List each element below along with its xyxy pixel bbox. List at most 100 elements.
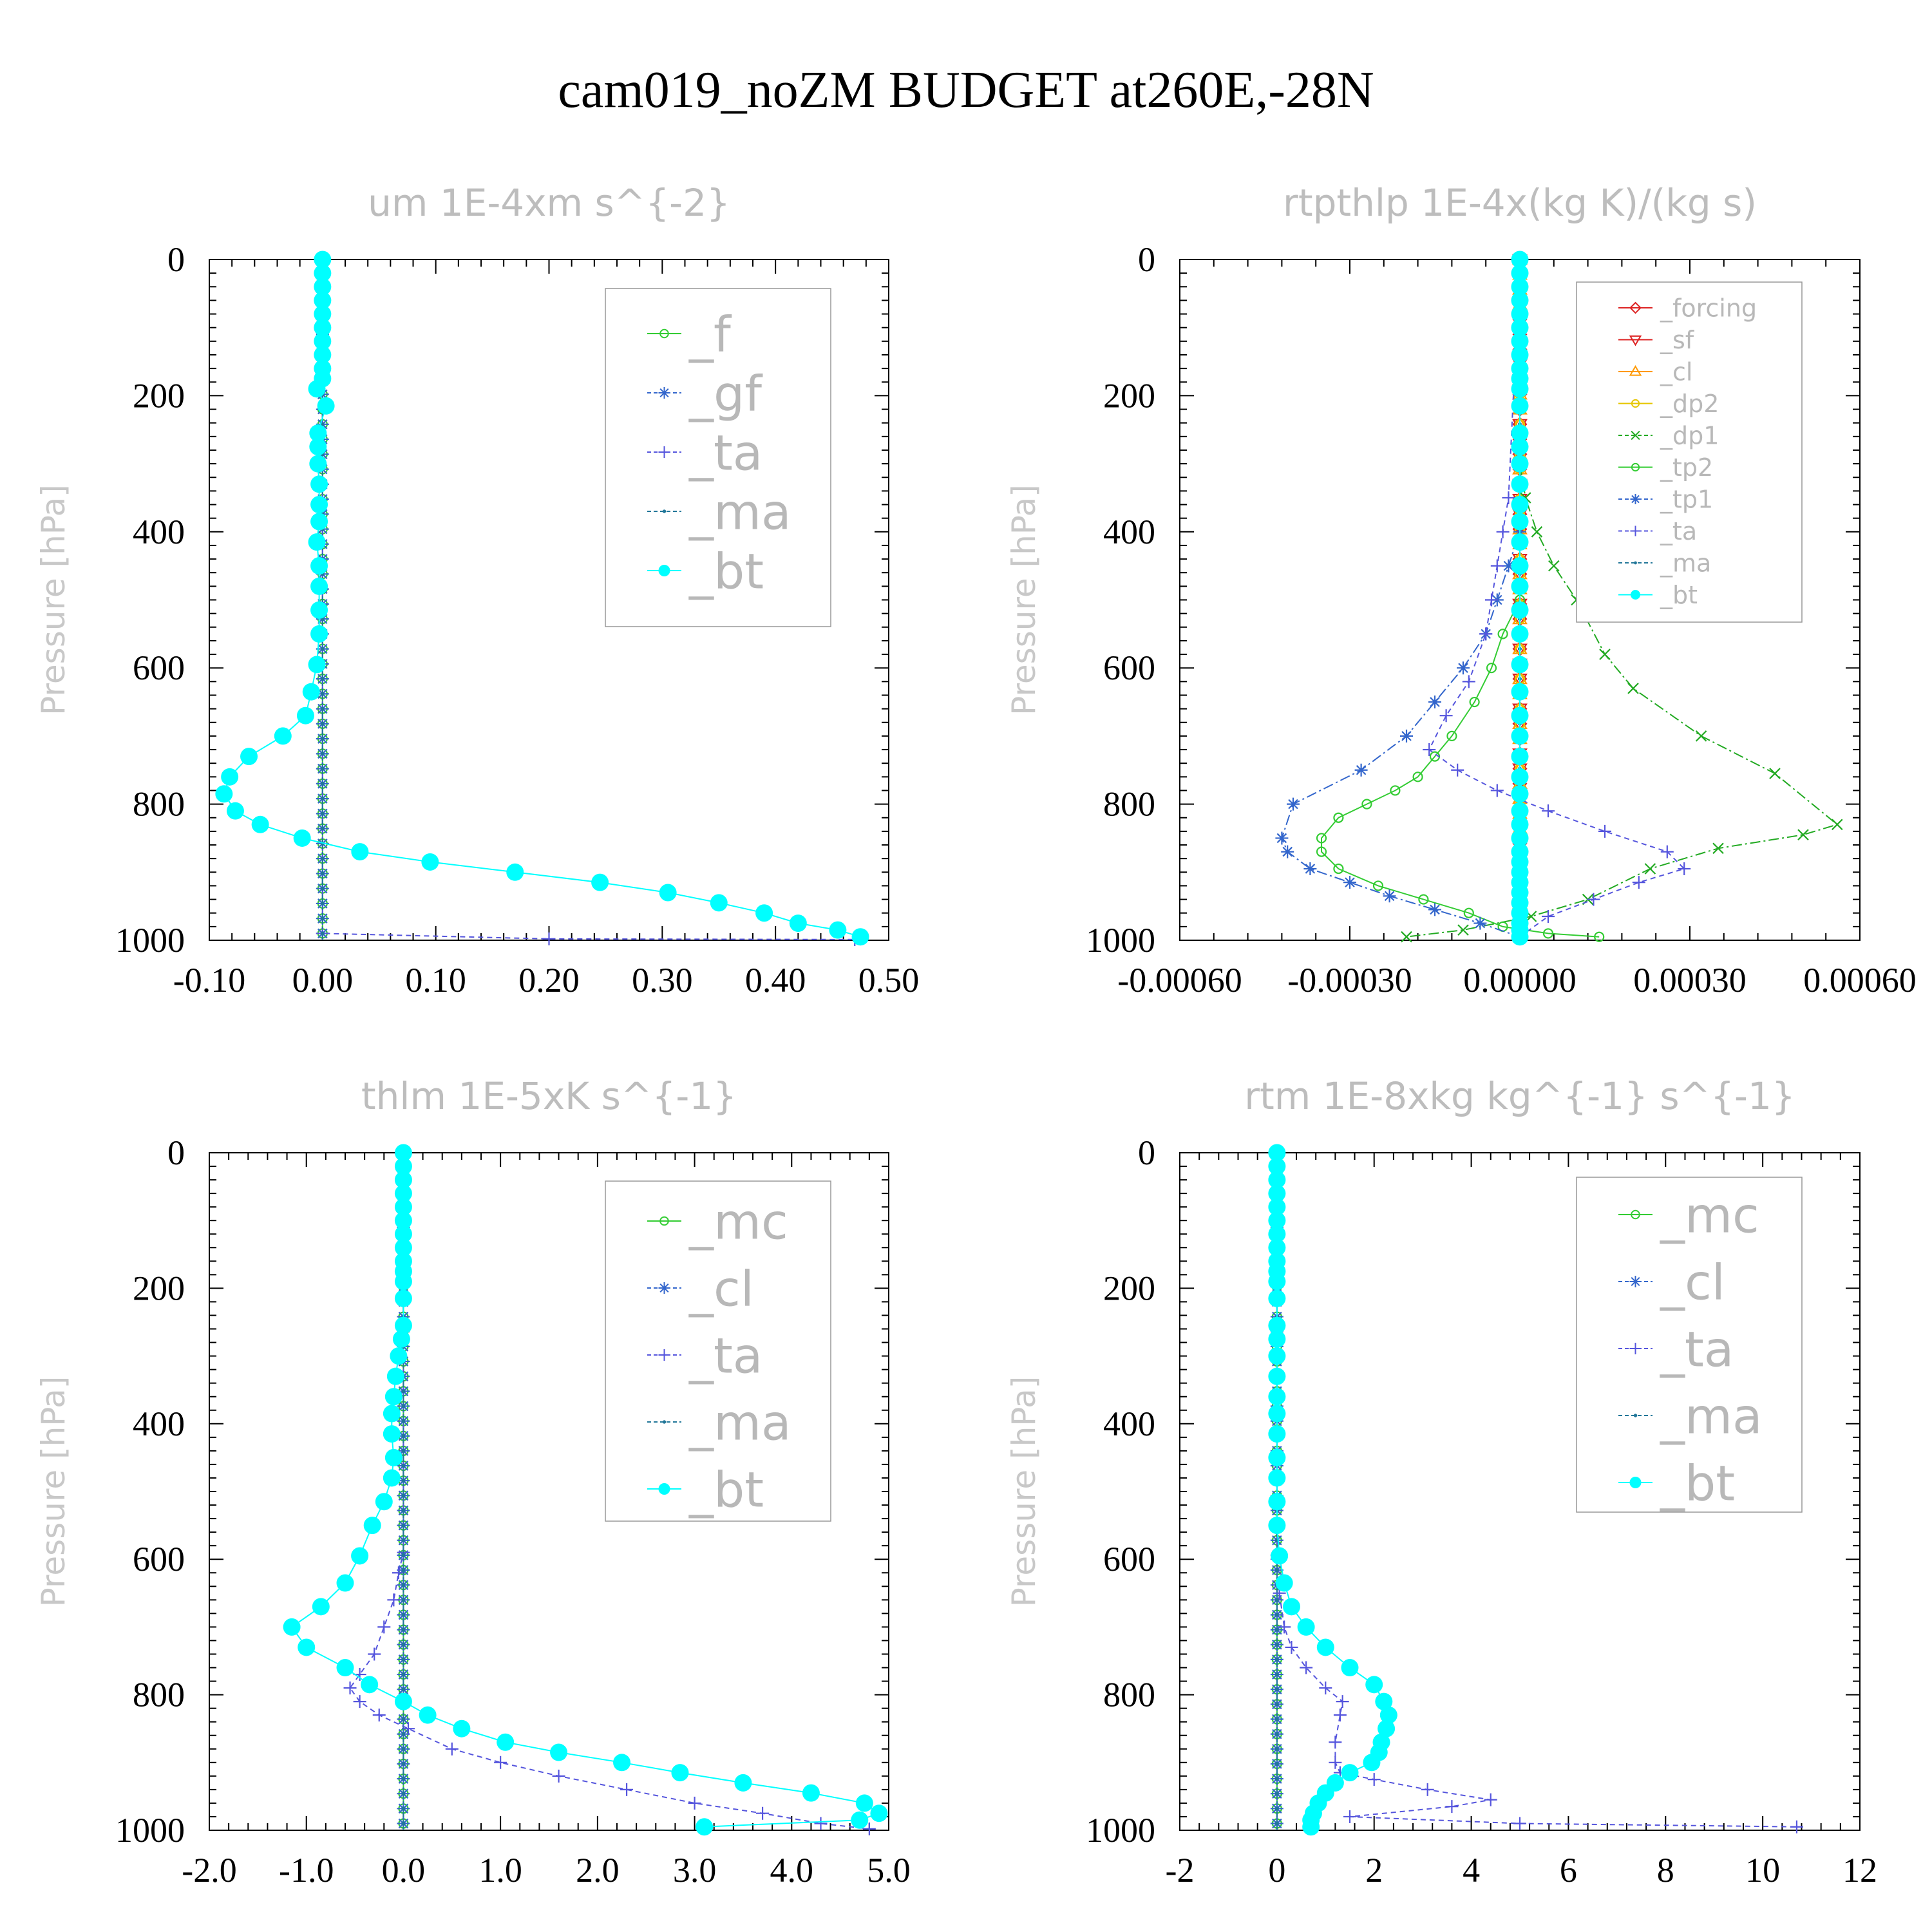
x-tick-label: 5.0 xyxy=(867,1851,911,1889)
legend: _mc _cl _ta _ma _bt xyxy=(605,1180,831,1522)
data-point xyxy=(283,1618,301,1636)
legend-marker xyxy=(659,1216,669,1226)
data-point xyxy=(1511,424,1529,442)
data-point xyxy=(251,815,269,833)
data-point xyxy=(221,768,239,786)
y-tick-label: 800 xyxy=(133,1676,185,1714)
data-point xyxy=(1316,1638,1334,1656)
data-point xyxy=(384,1388,402,1406)
data-point xyxy=(789,914,807,933)
data-point xyxy=(401,1448,406,1453)
legend-label: _ma xyxy=(688,483,791,540)
data-point xyxy=(309,438,327,456)
data-point xyxy=(1511,601,1529,619)
x-tick-label: -2.0 xyxy=(182,1851,236,1889)
data-point xyxy=(1329,1756,1342,1769)
legend-label: _cl xyxy=(1660,1253,1725,1311)
data-point xyxy=(320,797,325,801)
data-point xyxy=(1367,1773,1381,1786)
x-tick-label: 0 xyxy=(1268,1851,1285,1889)
legend-label: _bt xyxy=(1660,1454,1735,1511)
series-tp2 xyxy=(1316,254,1605,942)
data-point xyxy=(1278,1620,1291,1634)
legend-marker xyxy=(1629,301,1642,314)
y-tick-label: 800 xyxy=(1103,1676,1155,1714)
data-point xyxy=(1285,1640,1298,1654)
data-point xyxy=(620,1783,634,1796)
legend-marker xyxy=(1631,590,1640,600)
data-point xyxy=(1511,557,1529,575)
data-point xyxy=(310,577,328,595)
data-point xyxy=(1341,1764,1359,1782)
data-point xyxy=(1511,727,1529,745)
data-point xyxy=(401,1732,406,1736)
data-point xyxy=(1268,1289,1286,1307)
data-point xyxy=(1511,513,1529,531)
legend-label: _gf xyxy=(688,365,763,422)
y-tick-label: 200 xyxy=(1103,1269,1155,1307)
data-point xyxy=(1695,730,1707,742)
data-point xyxy=(453,1719,471,1738)
x-tick-label: 0.00 xyxy=(292,961,354,999)
data-point xyxy=(1496,525,1510,538)
data-point xyxy=(1274,1821,1279,1826)
panel-rtpthlp: 0 200 400 600 800 1000-0.00060 -0.00030 0.00000… xyxy=(1005,181,1917,999)
data-point xyxy=(314,251,332,269)
data-point xyxy=(814,1817,828,1830)
data-point xyxy=(320,737,325,741)
data-point xyxy=(1479,627,1493,641)
data-point xyxy=(1383,889,1396,903)
x-tick-label: 0.0 xyxy=(382,1851,426,1889)
data-point xyxy=(1268,1517,1286,1535)
x-tick-label: 0.30 xyxy=(632,961,693,999)
data-point xyxy=(1274,1642,1279,1647)
panel-rtm: 0 200 400 600 800 1000 -2 0 2 4 6 8 10 12 rtm 1E-8xkg … xyxy=(1005,1074,1877,1889)
data-point xyxy=(421,853,439,871)
panel-um: 0 200 400 600 800 1000-0.10 0.00 0.10 0.20 0.30 0.… xyxy=(35,181,919,999)
legend-box xyxy=(605,288,831,627)
data-point xyxy=(1587,893,1600,906)
data-point xyxy=(361,1676,379,1694)
data-point xyxy=(1511,264,1529,282)
y-tick-label: 600 xyxy=(1103,649,1155,687)
data-point xyxy=(1511,380,1529,398)
data-point xyxy=(1274,1613,1279,1617)
legend-label: _cl xyxy=(688,1260,754,1317)
y-tick-label: 0 xyxy=(1138,1133,1155,1172)
data-point xyxy=(1268,1273,1286,1291)
data-point xyxy=(401,1434,406,1438)
data-point xyxy=(1274,1627,1279,1632)
y-tick-label: 600 xyxy=(1103,1540,1155,1578)
data-point xyxy=(710,894,728,912)
x-tick-label: 2 xyxy=(1365,1851,1383,1889)
y-tick-label: 1000 xyxy=(115,921,185,960)
data-point xyxy=(1428,696,1441,709)
data-point xyxy=(1463,907,1474,918)
data-point xyxy=(1598,824,1611,838)
data-point xyxy=(1769,768,1781,779)
legend-marker xyxy=(1630,494,1641,504)
data-point xyxy=(401,1761,406,1766)
data-point xyxy=(1712,842,1724,855)
data-point xyxy=(1329,1736,1342,1749)
series-line xyxy=(1281,260,1520,938)
legend-marker xyxy=(658,1282,670,1294)
data-point xyxy=(1594,931,1605,942)
legend: _forcing _sf _cl _dp2 _dp1 _tp2 _tp1 _ta _ma _bt xyxy=(1576,281,1803,623)
data-point xyxy=(401,1553,406,1557)
data-point xyxy=(1486,663,1497,674)
x-tick-label: 12 xyxy=(1842,1851,1877,1889)
data-point xyxy=(1511,683,1529,701)
y-tick-label: 400 xyxy=(1103,1405,1155,1443)
data-point xyxy=(1678,862,1691,876)
legend-label: _ma xyxy=(688,1394,791,1451)
data-point xyxy=(1511,291,1529,309)
data-point xyxy=(1274,1792,1279,1796)
data-point xyxy=(309,424,327,442)
legend-marker xyxy=(658,1349,670,1361)
y-tick-label: 1000 xyxy=(115,1811,185,1850)
data-point xyxy=(696,1818,714,1836)
data-point xyxy=(1379,1706,1397,1724)
data-point xyxy=(394,1157,412,1175)
data-point xyxy=(862,1822,876,1835)
